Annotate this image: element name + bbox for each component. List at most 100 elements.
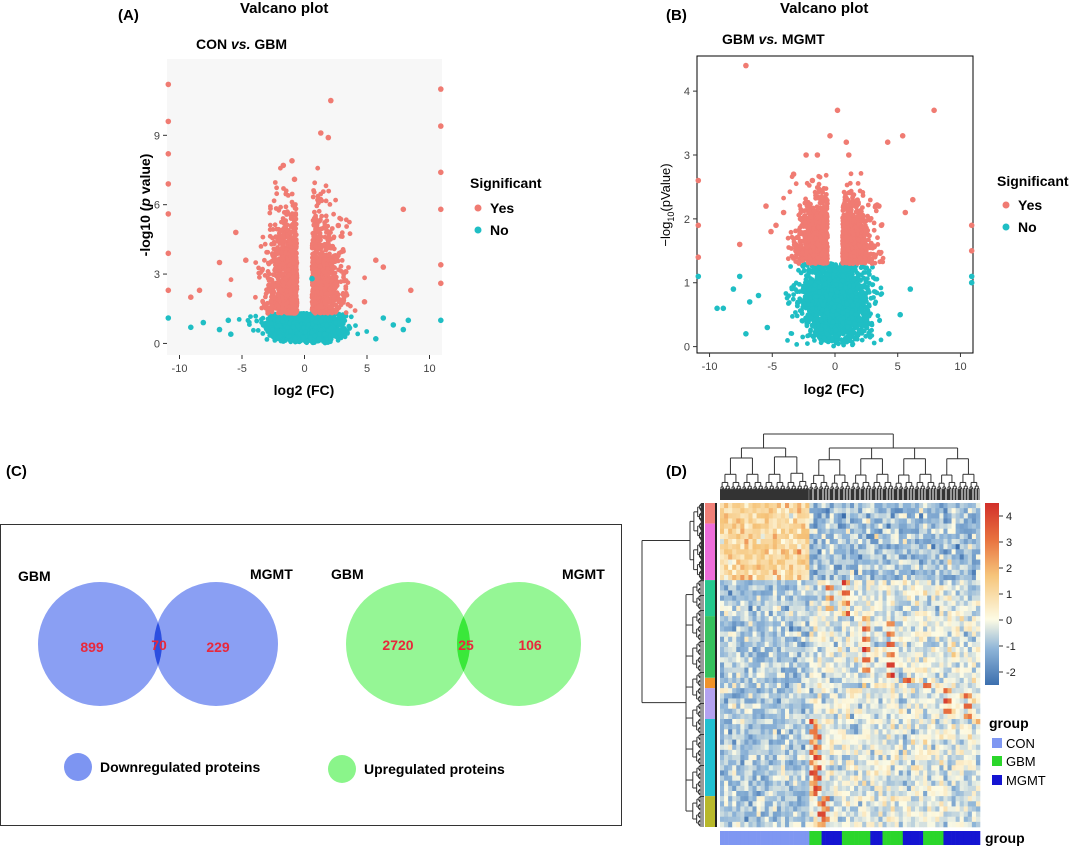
scatter-point-yes — [341, 274, 346, 280]
scatter-point-no — [309, 316, 315, 322]
scatter-point-yes — [315, 235, 321, 241]
y-tick-label: 6 — [154, 200, 160, 212]
scatter-point-yes — [325, 277, 330, 283]
scatter-point-no — [292, 336, 298, 342]
scatter-point-yes — [293, 238, 299, 244]
scatter-point-no — [813, 327, 819, 333]
scatter-point-yes — [293, 256, 299, 261]
scatter-point-yes — [165, 250, 172, 257]
scatter-point-no — [340, 328, 346, 334]
scatter-point-yes — [289, 235, 295, 241]
scatter-point-yes — [311, 296, 317, 302]
scatter-point-yes — [260, 266, 265, 272]
scatter-point-yes — [326, 188, 332, 194]
scatter-point-no — [276, 323, 282, 328]
scatter-point-no — [254, 318, 260, 324]
scatter-point-yes — [293, 266, 298, 272]
scatter-point-no — [303, 329, 308, 335]
scatter-point-yes — [324, 228, 330, 234]
scatter-point-yes — [280, 261, 286, 267]
scatter-point-yes — [312, 209, 317, 215]
scatter-point-yes — [276, 292, 281, 298]
y-tick-label: 3 — [154, 269, 160, 281]
panel-b-title: Valcano plot — [780, 0, 869, 17]
scatter-point-yes — [294, 286, 300, 292]
scatter-point-yes — [324, 302, 329, 307]
scatter-point-yes — [329, 226, 335, 231]
scatter-point-yes — [279, 245, 285, 251]
scatter-point-no — [325, 340, 331, 345]
scatter-point-yes — [321, 309, 326, 315]
scatter-point-no — [364, 329, 370, 334]
scatter-point-yes — [281, 210, 287, 215]
scatter-point-yes — [188, 294, 194, 301]
scatter-point-no — [259, 317, 264, 322]
x-tick-label: 5 — [364, 363, 370, 375]
scatter-point-yes — [322, 252, 327, 258]
scatter-point-no — [348, 314, 354, 320]
scatter-point-no — [328, 326, 334, 331]
scatter-point-yes — [310, 194, 316, 200]
scatter-point-yes — [280, 271, 286, 277]
scatter-point-yes — [281, 225, 287, 231]
scatter-point-no — [236, 317, 242, 322]
scatter-point-no — [301, 335, 306, 341]
scatter-point-yes — [260, 234, 266, 240]
scatter-point-no — [316, 336, 322, 341]
scatter-point-yes — [322, 257, 327, 262]
scatter-point-no — [871, 289, 877, 294]
scatter-point-yes — [270, 235, 275, 241]
scatter-point-yes — [289, 158, 295, 164]
scatter-point-yes — [259, 305, 265, 311]
scatter-point-yes — [327, 202, 333, 207]
scatter-point-yes — [323, 183, 329, 189]
scatter-point-yes — [339, 230, 345, 236]
x-tick-label: -10 — [172, 363, 188, 375]
scatter-point-yes — [284, 293, 290, 298]
scatter-point-yes — [216, 259, 223, 266]
scatter-point-no — [284, 316, 290, 322]
scatter-point-yes — [257, 274, 262, 280]
scatter-point-no — [870, 264, 875, 270]
scatter-point-no — [253, 313, 259, 319]
scatter-point-yes — [226, 292, 233, 298]
plot-a-legend-yes-dot — [474, 204, 482, 212]
scatter-point-no — [216, 326, 223, 333]
scatter-point-no — [318, 318, 324, 324]
scatter-point-yes — [262, 241, 268, 247]
scatter-point-no — [861, 328, 867, 334]
scatter-point-yes — [362, 275, 367, 281]
scatter-point-yes — [313, 269, 318, 275]
scatter-point-yes — [269, 309, 275, 315]
scatter-point-yes — [279, 306, 285, 311]
scatter-point-no — [299, 316, 305, 322]
scatter-point-no — [313, 324, 319, 330]
scatter-point-yes — [292, 291, 298, 297]
scatter-point-yes — [338, 263, 344, 269]
scatter-point-yes — [266, 282, 271, 288]
scatter-point-no — [812, 338, 817, 343]
scatter-point-yes — [311, 234, 317, 240]
scatter-point-yes — [256, 265, 261, 271]
scatter-point-no — [339, 323, 345, 329]
scatter-point-yes — [165, 211, 172, 217]
scatter-point-no — [276, 330, 282, 335]
scatter-point-no — [255, 328, 261, 333]
scatter-point-yes — [313, 300, 319, 306]
scatter-point-yes — [345, 280, 351, 285]
scatter-point-no — [438, 317, 444, 324]
scatter-point-no — [859, 337, 865, 343]
scatter-point-yes — [272, 267, 277, 273]
scatter-point-yes — [343, 310, 349, 316]
scatter-point-yes — [344, 224, 349, 229]
scatter-point-no — [390, 322, 397, 328]
scatter-point-yes — [271, 198, 277, 204]
scatter-point-yes — [293, 310, 299, 316]
scatter-point-yes — [315, 289, 320, 295]
plot-a-ylabel: -log10 (p value) — [137, 154, 153, 257]
scatter-point-no — [340, 316, 346, 322]
scatter-point-yes — [165, 151, 172, 157]
scatter-point-yes — [263, 305, 269, 311]
scatter-point-yes — [274, 191, 280, 197]
